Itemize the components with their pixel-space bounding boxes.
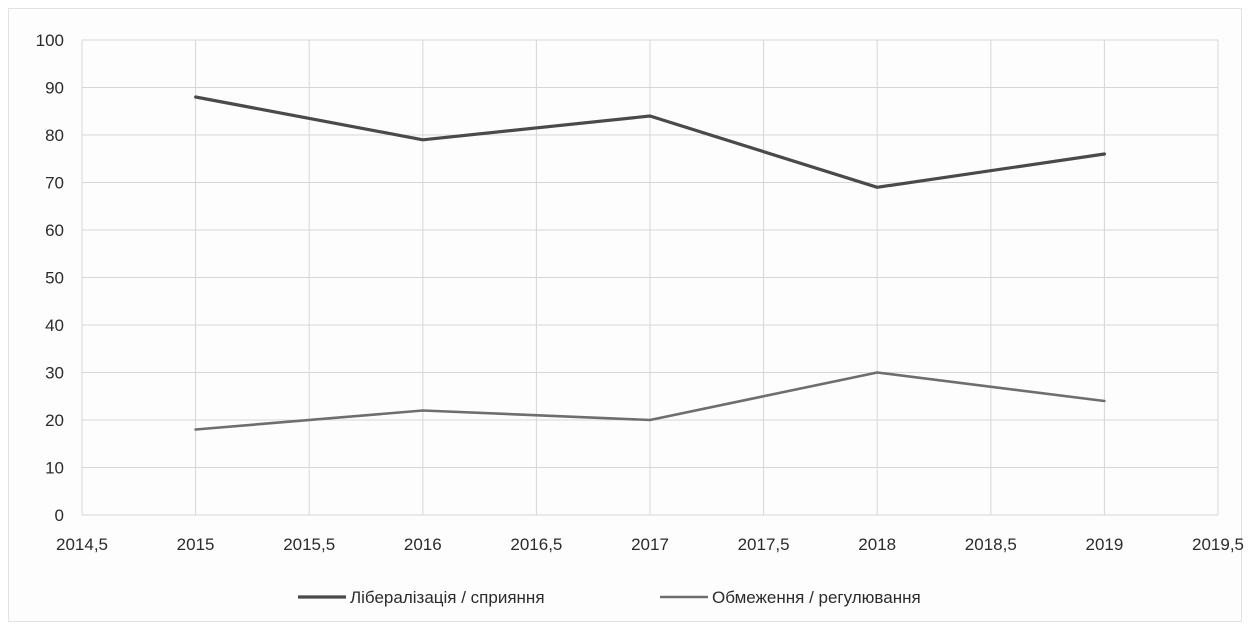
legend: Лібералізація / сприяння Обмеження / регу… <box>298 588 921 607</box>
y-tick-label: 50 <box>45 269 64 288</box>
x-tick-label: 2015 <box>177 535 215 554</box>
series-lines <box>194 95 1107 431</box>
grid <box>81 39 1219 516</box>
y-tick-label: 90 <box>45 79 64 98</box>
x-tick-label: 2016,5 <box>510 535 562 554</box>
y-tick-label: 40 <box>45 316 64 335</box>
x-tick-label: 2015,5 <box>283 535 335 554</box>
y-tick-label: 0 <box>55 506 64 525</box>
y-tick-label: 60 <box>45 221 64 240</box>
y-tick-label: 100 <box>36 31 64 50</box>
x-tick-label: 2014,5 <box>56 535 108 554</box>
y-tick-label: 70 <box>45 174 64 193</box>
axes: 0 10 20 30 40 50 60 70 80 90 100 2014,5 2015 2015,5 20… <box>36 31 1244 554</box>
x-tick-label: 2019 <box>1085 535 1123 554</box>
legend-label: Обмеження / регулювання <box>712 588 921 607</box>
x-tick-label: 2018 <box>858 535 896 554</box>
x-tick-label: 2018,5 <box>965 535 1017 554</box>
x-tick-label: 2017,5 <box>738 535 790 554</box>
y-tick-label: 80 <box>45 126 64 145</box>
legend-label: Лібералізація / сприяння <box>350 588 545 607</box>
x-tick-label: 2019,5 <box>1192 535 1244 554</box>
x-tick-label: 2016 <box>404 535 442 554</box>
y-tick-label: 10 <box>45 459 64 478</box>
x-tick-label: 2017 <box>631 535 669 554</box>
y-tick-label: 20 <box>45 411 64 430</box>
chart-frame <box>8 8 1242 622</box>
y-tick-label: 30 <box>45 364 64 383</box>
